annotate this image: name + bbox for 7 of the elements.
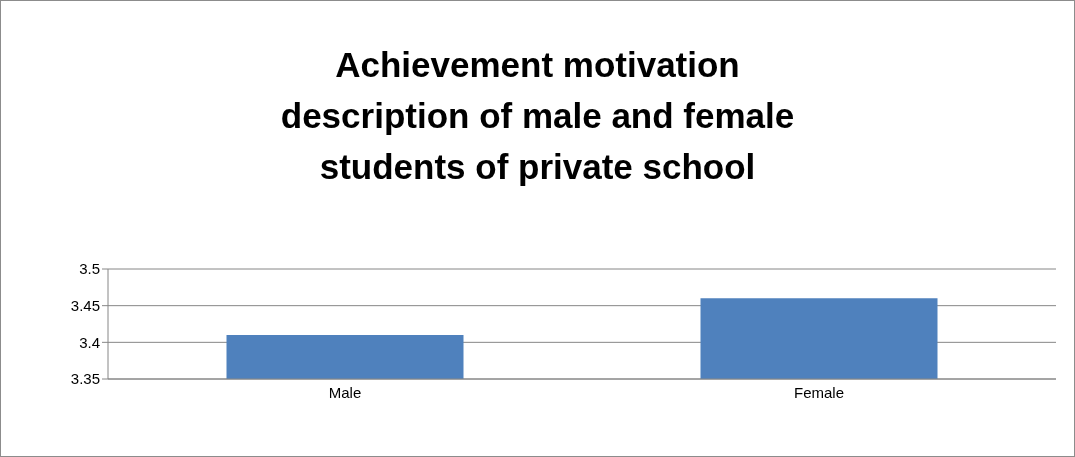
x-tick-label: Female (793, 383, 845, 401)
y-tick-label: 3.5 (79, 260, 100, 278)
x-tick-label: Male (328, 383, 362, 401)
y-tick-label: 3.45 (70, 296, 100, 314)
y-tick-label: 3.4 (79, 333, 100, 351)
y-tick-label: 3.35 (70, 370, 100, 388)
chart-title: Achievement motivation description of male and female students of private school (279, 44, 796, 188)
